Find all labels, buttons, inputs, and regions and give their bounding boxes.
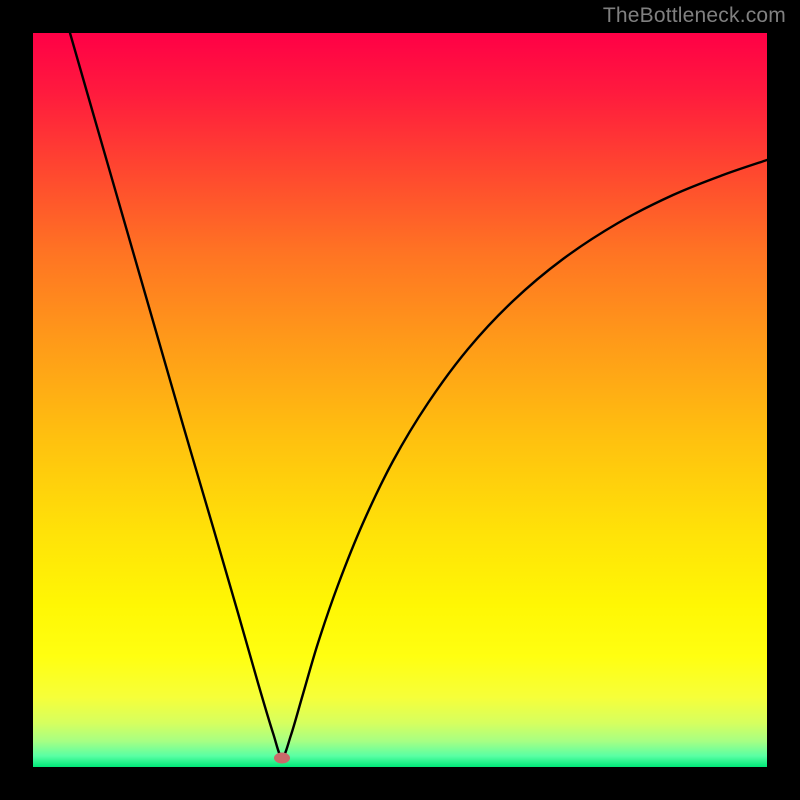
minimum-marker — [274, 753, 290, 764]
chart-frame: TheBottleneck.com — [0, 0, 800, 800]
plot-area — [33, 33, 767, 767]
watermark-text: TheBottleneck.com — [603, 4, 786, 28]
gradient-background — [33, 33, 767, 767]
plot-svg — [33, 33, 767, 767]
